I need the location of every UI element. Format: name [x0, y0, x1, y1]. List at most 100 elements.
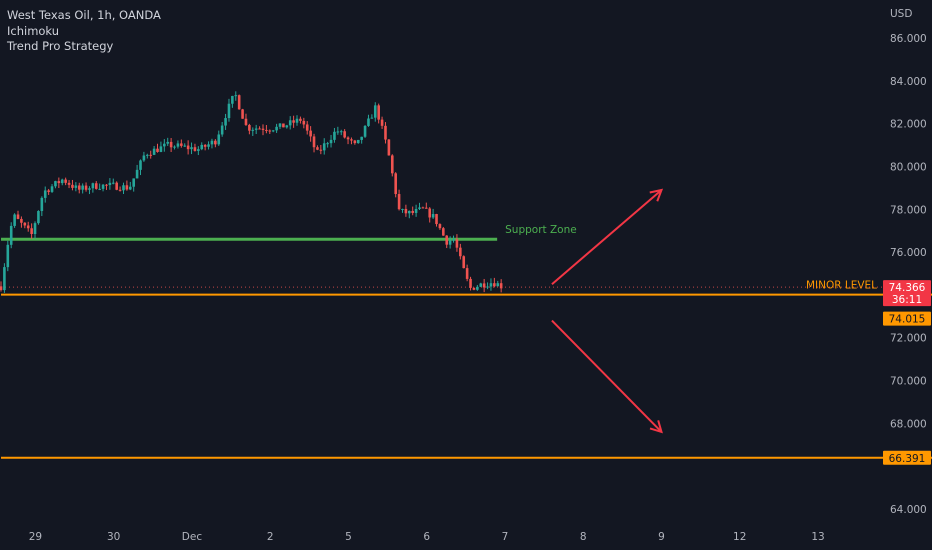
candle-up [295, 118, 299, 123]
candle-up [74, 185, 78, 188]
candle-down [77, 185, 81, 190]
candle-up [81, 185, 84, 190]
candle-up [159, 146, 163, 152]
y-tick-label: 64.000 [890, 504, 927, 516]
candle-up [197, 149, 200, 151]
candle-up [139, 160, 142, 170]
candle-up [108, 182, 112, 186]
candle-down [23, 222, 27, 226]
candle-up [60, 179, 64, 184]
candle-down [384, 125, 387, 140]
arrow-up-head [649, 188, 664, 202]
candle-up [142, 155, 146, 161]
candle-up [200, 144, 204, 150]
candle-down [149, 154, 153, 156]
candle-up [101, 184, 105, 189]
candle-up [329, 139, 333, 144]
candle-down [319, 149, 323, 151]
candle-down [214, 140, 217, 145]
candle-down [390, 155, 394, 174]
candle-down [404, 208, 408, 214]
candle-down [118, 189, 122, 191]
candle-down [237, 95, 241, 110]
candle-up [111, 182, 115, 184]
candle-up [326, 143, 329, 145]
candle-down [442, 228, 445, 236]
candle-down [435, 214, 438, 225]
candle-up [431, 214, 435, 218]
candle-up [231, 95, 234, 104]
candle-up [135, 169, 139, 179]
candle-up [234, 95, 238, 97]
x-tick-label: 30 [107, 531, 120, 543]
candle-down [186, 145, 190, 150]
candle-down [57, 181, 61, 184]
candle-up [54, 181, 57, 187]
candle-down [16, 214, 20, 219]
y-tick-label: 86.000 [890, 33, 927, 45]
x-tick-label: Dec [182, 531, 203, 543]
candle-down [380, 119, 384, 126]
candle-down [26, 225, 30, 229]
y-tick-label: 82.000 [890, 119, 927, 131]
candle-down [462, 256, 466, 269]
candle-up [217, 134, 221, 145]
candle-up [50, 186, 54, 192]
candle-down [248, 124, 251, 131]
lower-level-tag-value: 66.391 [889, 453, 926, 465]
minor-level-label: MINOR LEVEL [806, 280, 877, 292]
indicator-trend-pro[interactable]: Trend Pro Strategy [7, 39, 114, 53]
minor-level-tag: 74.015 [883, 311, 931, 326]
support-zone-label: Support Zone [505, 224, 577, 236]
candle-down [105, 184, 108, 186]
candle-up [152, 148, 156, 155]
candle-down [465, 268, 469, 279]
candle-up [448, 240, 452, 245]
candle-up [356, 139, 360, 144]
candle-up [13, 214, 16, 226]
candle-up [183, 145, 187, 147]
candle-up [190, 147, 193, 150]
candle-up [146, 154, 149, 156]
candle-down [20, 218, 23, 223]
candle-up [367, 118, 370, 126]
candle-down [377, 105, 380, 120]
candle-down [0, 286, 3, 291]
candle-down [438, 224, 442, 229]
candle-up [339, 131, 343, 133]
candle-down [350, 139, 353, 141]
x-tick-label: 2 [267, 531, 274, 543]
candle-up [210, 140, 214, 145]
candle-up [414, 208, 418, 213]
lower-level-tag: 66.391 [883, 450, 931, 465]
lower-level-tag-bg [883, 450, 931, 465]
candle-down [64, 179, 67, 183]
candle-down [180, 143, 183, 146]
x-tick-label: 12 [733, 531, 746, 543]
candle-up [251, 129, 255, 131]
x-tick-label: 5 [345, 531, 352, 543]
candle-up [207, 144, 210, 147]
candle-down [387, 139, 391, 156]
candle-down [316, 147, 319, 150]
y-tick-label: 68.000 [890, 418, 927, 430]
candle-up [9, 225, 13, 245]
candle-down [292, 120, 295, 123]
candle-down [397, 194, 401, 210]
candle-down [169, 141, 173, 148]
candle-up [370, 117, 374, 119]
candle-down [67, 182, 71, 185]
x-tick-label: 7 [502, 531, 509, 543]
indicator-ichimoku[interactable]: Ichimoku [7, 23, 60, 38]
symbol-title[interactable]: West Texas Oil, 1h, OANDA [7, 8, 161, 22]
candle-down [428, 208, 432, 218]
candle-up [166, 141, 170, 144]
candle-up [173, 146, 176, 148]
x-tick-label: 13 [811, 531, 824, 543]
candle-down [421, 207, 425, 209]
candle-up [322, 143, 326, 151]
candle-down [353, 140, 357, 144]
candle-down [261, 128, 265, 130]
y-tick-label: 76.000 [890, 247, 927, 259]
